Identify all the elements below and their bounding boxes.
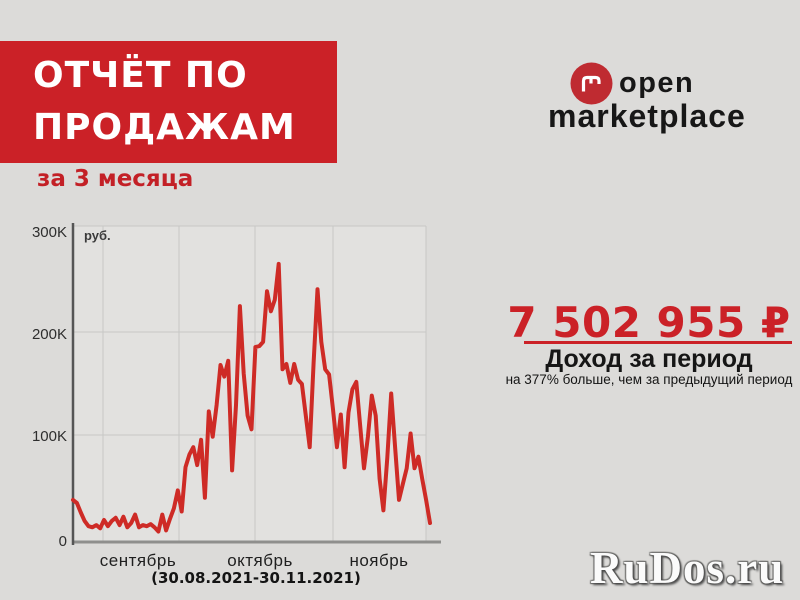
sales-line [71, 261, 432, 534]
rudos-watermark: RuDos.ru [590, 543, 785, 593]
report-subtitle: за 3 месяца [37, 166, 194, 192]
income-amount: 7 502 955 ₽ [507, 298, 791, 347]
marketplace-m-icon [570, 62, 613, 105]
logo-text-open: open [619, 67, 695, 99]
income-comparison-note: на 377% больше, чем за предыдущий период [505, 372, 793, 387]
sales-chart: руб. 300K 200K 100K 0 сентябрь октябрь н… [0, 205, 470, 600]
logo-text-marketplace: marketplace [548, 98, 746, 134]
chart-period-caption: (30.08.2021-30.11.2021) [151, 569, 361, 587]
y-axis-unit-label: руб. [84, 228, 111, 243]
y-tick-0: 0 [58, 533, 67, 550]
x-tick-october: октябрь [227, 551, 293, 570]
chart-canvas [71, 223, 441, 545]
report-title-line1: ОТЧЁТ ПО [33, 55, 248, 96]
x-tick-september: сентябрь [99, 551, 177, 570]
open-marketplace-logo: open marketplace [548, 58, 788, 138]
x-tick-november: ноябрь [349, 551, 409, 570]
y-tick-300k: 300K [31, 224, 67, 241]
amount-underline [524, 341, 792, 344]
report-title-line2: ПРОДАЖАМ [33, 107, 296, 148]
plot-area [73, 226, 426, 542]
y-tick-200k: 200K [31, 326, 67, 343]
income-label: Доход за период [545, 345, 753, 373]
title-banner: ОТЧЁТ ПО ПРОДАЖАМ [0, 41, 337, 163]
y-tick-100k: 100K [31, 428, 67, 445]
